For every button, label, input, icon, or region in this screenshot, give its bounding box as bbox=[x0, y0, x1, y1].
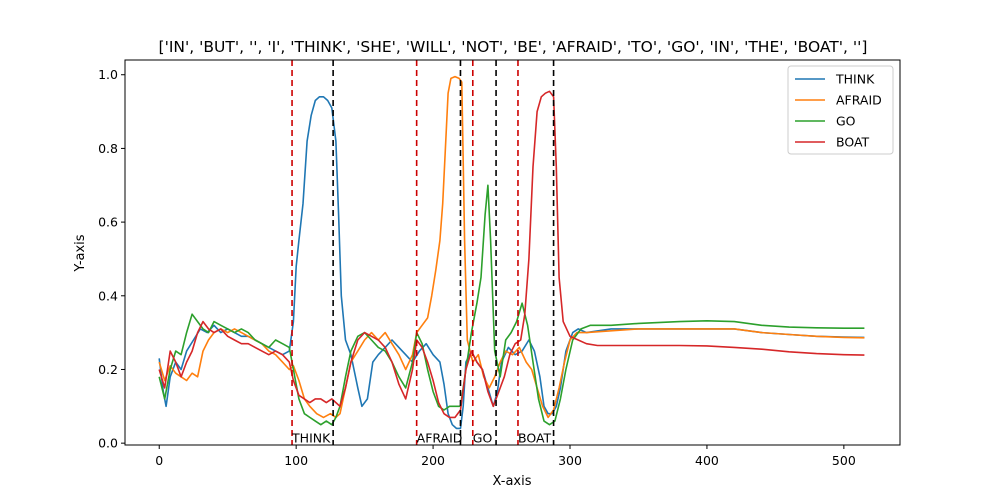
series-group bbox=[158, 75, 865, 430]
annotation-label: BOAT bbox=[518, 431, 552, 446]
x-tick-label: 0 bbox=[155, 453, 163, 468]
y-axis-ticks: 0.0 0.2 0.4 0.6 0.8 1.0 bbox=[98, 67, 125, 451]
y-tick-label: 0.2 bbox=[98, 362, 118, 377]
x-tick-label: 500 bbox=[832, 453, 856, 468]
annotation-label: THINK bbox=[291, 431, 331, 446]
x-axis-ticks: 0 100 200 300 400 500 bbox=[155, 445, 856, 468]
series-line-boat bbox=[158, 90, 865, 419]
x-tick-label: 400 bbox=[695, 453, 719, 468]
y-tick-label: 0.8 bbox=[98, 141, 118, 156]
y-tick-label: 0.4 bbox=[98, 288, 118, 303]
legend-label: GO bbox=[836, 114, 856, 129]
x-tick-label: 200 bbox=[421, 453, 445, 468]
legend-label: BOAT bbox=[836, 135, 870, 150]
x-tick-label: 300 bbox=[558, 453, 582, 468]
chart-title: ['IN', 'BUT', '', 'I', 'THINK', 'SHE', '… bbox=[159, 38, 868, 56]
series-line-go bbox=[158, 184, 865, 426]
y-tick-label: 0.0 bbox=[98, 436, 118, 451]
legend-label: AFRAID bbox=[836, 93, 882, 108]
series-line-afraid bbox=[158, 75, 865, 419]
y-tick-label: 1.0 bbox=[98, 67, 118, 82]
annotation-label: GO bbox=[473, 431, 493, 446]
annotation-label: AFRAID bbox=[417, 431, 463, 446]
axes-frame bbox=[124, 59, 901, 446]
legend: THINK AFRAID GO BOAT bbox=[787, 65, 894, 155]
y-tick-label: 0.6 bbox=[98, 215, 118, 230]
x-tick-label: 100 bbox=[284, 453, 308, 468]
y-axis-label: Y-axis bbox=[73, 234, 88, 272]
plot-area: THINK AFRAID GO BOAT bbox=[158, 60, 865, 446]
legend-label: THINK bbox=[835, 72, 875, 87]
x-axis-label: X-axis bbox=[493, 474, 532, 489]
legend-box bbox=[787, 65, 894, 155]
